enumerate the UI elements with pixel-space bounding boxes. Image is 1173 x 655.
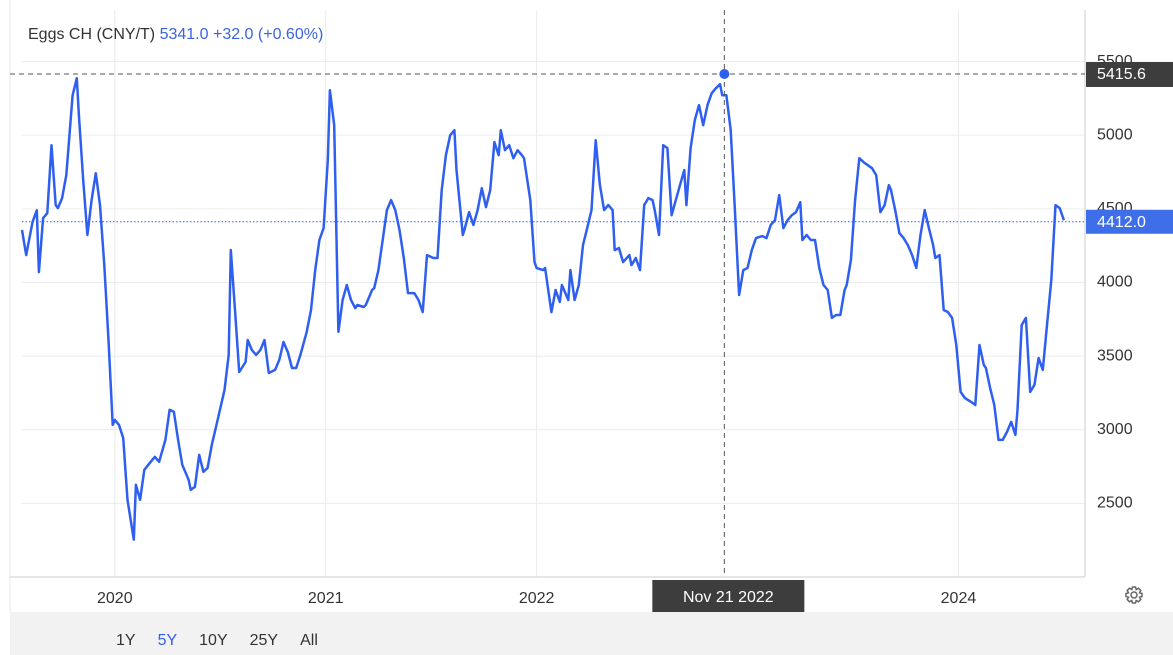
header: Eggs CH (CNY/T) 5341.0 +32.0 (+0.60%) bbox=[28, 26, 323, 43]
price-line bbox=[20, 76, 1066, 541]
crosshair-date-box bbox=[652, 580, 805, 612]
title: Eggs CH (CNY/T) bbox=[28, 26, 155, 43]
crosshair-value-label: 5415.6 bbox=[1097, 66, 1146, 83]
change: +32.0 (+0.60%) bbox=[213, 26, 323, 43]
range-button[interactable]: 10Y bbox=[199, 632, 228, 649]
range-button[interactable]: All bbox=[300, 632, 318, 649]
y-tick-label: 5000 bbox=[1097, 126, 1133, 143]
x-tick-label: 2022 bbox=[519, 590, 555, 607]
y-tick-label: 3000 bbox=[1097, 421, 1133, 438]
range-bar bbox=[10, 612, 1173, 655]
crosshair-dot bbox=[719, 68, 730, 79]
range-button[interactable]: 5Y bbox=[157, 632, 178, 649]
x-tick-label: 2024 bbox=[941, 590, 977, 607]
quote: 5341.0 bbox=[160, 26, 209, 43]
last-price-label: 4412.0 bbox=[1097, 214, 1146, 231]
x-tick-label: 2020 bbox=[97, 590, 133, 607]
range-button[interactable]: 1Y bbox=[116, 632, 136, 649]
last-price-box bbox=[1086, 209, 1173, 234]
y-tick-label: 2500 bbox=[1097, 495, 1133, 512]
crosshair-value-box bbox=[1086, 61, 1173, 87]
range-button[interactable]: 25Y bbox=[249, 632, 279, 649]
range-buttons: 1Y 5Y 10Y 25Y All bbox=[116, 632, 340, 650]
y-tick-label: 4000 bbox=[1097, 274, 1133, 291]
crosshair-date-label: Nov 21 2022 bbox=[683, 589, 774, 606]
y-tick-label: 3500 bbox=[1097, 347, 1133, 364]
x-tick-label: 2021 bbox=[308, 590, 344, 607]
settings-icon[interactable] bbox=[1125, 586, 1143, 604]
